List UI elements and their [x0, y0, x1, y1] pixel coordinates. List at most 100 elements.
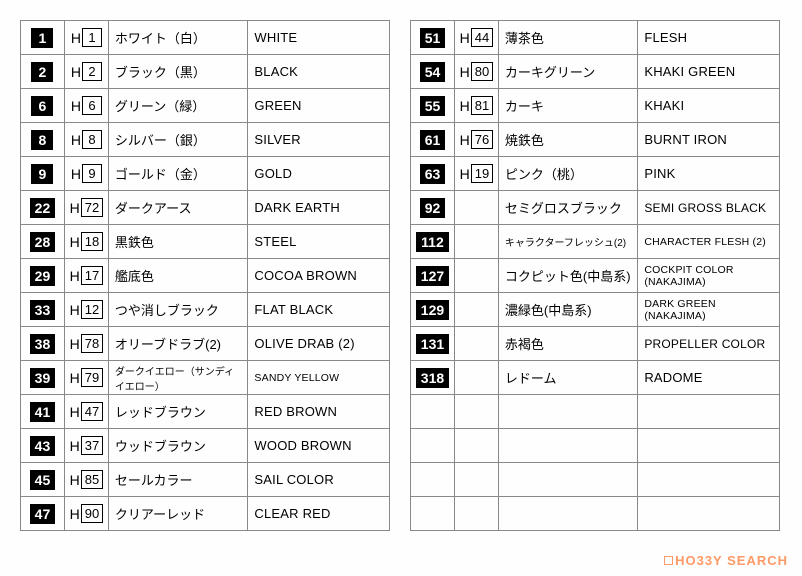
hcode-cell: H81: [454, 89, 498, 123]
left-table: 1H1ホワイト（白）WHITE2H2ブラック（黒）BLACK6H6グリーン（緑）…: [20, 20, 390, 531]
h-letter: H: [71, 166, 81, 182]
table-row: 54H80カーキグリーンKHAKI GREEN: [411, 55, 780, 89]
en-name-cell: PINK: [638, 157, 780, 191]
code-badge: 38: [30, 334, 56, 354]
hcode-cell: H12: [64, 293, 108, 327]
table-row: 33H12つや消しブラックFLAT BLACK: [21, 293, 390, 327]
en-name-cell: GOLD: [248, 157, 390, 191]
h-letter: H: [70, 200, 80, 216]
hcode-cell: [454, 395, 498, 429]
en-name-cell: KHAKI: [638, 89, 780, 123]
code-badge: 8: [31, 130, 53, 150]
jp-name-cell: ダークイエロー（サンディイエロー）: [108, 361, 248, 395]
h-number: 1: [82, 28, 102, 47]
hcode-cell: H85: [64, 463, 108, 497]
hcode-cell: [454, 327, 498, 361]
code-cell: 51: [411, 21, 455, 55]
code-badge: 2: [31, 62, 53, 82]
jp-name-cell: ゴールド（金）: [108, 157, 248, 191]
hcode-cell: [454, 259, 498, 293]
hcode-wrap: H2: [71, 62, 102, 81]
code-badge: 41: [30, 402, 56, 422]
hcode-wrap: H12: [70, 300, 104, 319]
jp-name-cell: 薄茶色: [498, 21, 637, 55]
hcode-cell: H47: [64, 395, 108, 429]
en-name-cell: SILVER: [248, 123, 390, 157]
table-row: 55H81カーキKHAKI: [411, 89, 780, 123]
jp-name-cell: レドーム: [498, 361, 637, 395]
h-number: 81: [471, 96, 493, 115]
hcode-cell: [454, 361, 498, 395]
h-number: 78: [81, 334, 103, 353]
hcode-cell: [454, 293, 498, 327]
table-row: 41H47レッドブラウンRED BROWN: [21, 395, 390, 429]
en-name-cell: PROPELLER COLOR: [638, 327, 780, 361]
h-letter: H: [460, 132, 470, 148]
table-row: 92セミグロスブラックSEMI GROSS BLACK: [411, 191, 780, 225]
h-number: 47: [81, 402, 103, 421]
code-badge: 131: [416, 334, 449, 354]
h-letter: H: [460, 98, 470, 114]
hcode-wrap: H9: [71, 164, 102, 183]
code-cell: 45: [21, 463, 65, 497]
table-row: 63H19ピンク（桃）PINK: [411, 157, 780, 191]
jp-name-cell: ブラック（黒）: [108, 55, 248, 89]
hcode-cell: H79: [64, 361, 108, 395]
code-badge: 54: [420, 62, 446, 82]
h-number: 19: [471, 164, 493, 183]
hcode-cell: [454, 429, 498, 463]
code-badge: 47: [30, 504, 56, 524]
table-row: 129濃緑色(中島系)DARK GREEN (NAKAJIMA): [411, 293, 780, 327]
table-row: 43H37ウッドブラウンWOOD BROWN: [21, 429, 390, 463]
code-badge: 29: [30, 266, 56, 286]
en-name-cell: SEMI GROSS BLACK: [638, 191, 780, 225]
h-number: 37: [81, 436, 103, 455]
hcode-cell: H9: [64, 157, 108, 191]
code-cell: 1: [21, 21, 65, 55]
en-name-cell: [638, 497, 780, 531]
hcode-cell: H80: [454, 55, 498, 89]
watermark: HO33Y SEARCH: [664, 553, 788, 568]
code-cell: 54: [411, 55, 455, 89]
code-badge: 43: [30, 436, 56, 456]
hcode-cell: H1: [64, 21, 108, 55]
h-number: 44: [471, 28, 493, 47]
code-badge: 22: [30, 198, 56, 218]
en-name-cell: BLACK: [248, 55, 390, 89]
h-letter: H: [460, 30, 470, 46]
code-badge: 45: [30, 470, 56, 490]
code-badge: 129: [416, 300, 449, 320]
code-cell: 92: [411, 191, 455, 225]
code-cell: 127: [411, 259, 455, 293]
jp-name-cell: セールカラー: [108, 463, 248, 497]
hcode-wrap: H72: [70, 198, 104, 217]
en-name-cell: [638, 429, 780, 463]
h-letter: H: [70, 438, 80, 454]
hcode-wrap: H6: [71, 96, 102, 115]
jp-name-cell: グリーン（緑）: [108, 89, 248, 123]
jp-name-cell: 赤褐色: [498, 327, 637, 361]
en-name-cell: WHITE: [248, 21, 390, 55]
table-row: 45H85セールカラーSAIL COLOR: [21, 463, 390, 497]
en-name-cell: SANDY YELLOW: [248, 361, 390, 395]
hcode-cell: H17: [64, 259, 108, 293]
code-badge: 39: [30, 368, 56, 388]
hcode-cell: H2: [64, 55, 108, 89]
table-row: 6H6グリーン（緑）GREEN: [21, 89, 390, 123]
h-number: 72: [81, 198, 103, 217]
table-row: 51H44薄茶色FLESH: [411, 21, 780, 55]
code-badge: 127: [416, 266, 449, 286]
code-cell: [411, 429, 455, 463]
hcode-cell: H72: [64, 191, 108, 225]
hcode-cell: H78: [64, 327, 108, 361]
h-number: 9: [82, 164, 102, 183]
jp-name-cell: カーキグリーン: [498, 55, 637, 89]
code-badge: 112: [416, 232, 449, 252]
en-name-cell: WOOD BROWN: [248, 429, 390, 463]
hcode-cell: H18: [64, 225, 108, 259]
table-row: 131 赤褐色PROPELLER COLOR: [411, 327, 780, 361]
table-row: 9H9 ゴールド（金）GOLD: [21, 157, 390, 191]
code-cell: 29: [21, 259, 65, 293]
h-number: 90: [81, 504, 103, 523]
jp-name-cell: コクピット色(中島系): [498, 259, 637, 293]
